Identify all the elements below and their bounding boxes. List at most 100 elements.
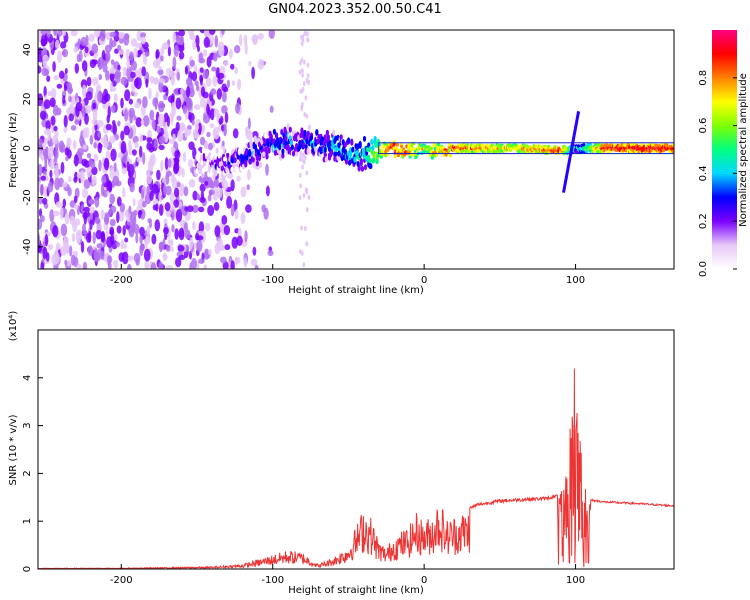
spectrogram-cell <box>167 46 171 57</box>
spectrogram-cell <box>128 205 132 214</box>
spectrogram-cell <box>298 172 302 178</box>
spectrogram-cell <box>220 256 227 264</box>
spectrogram-y-axis-label: Frequency (Hz) <box>8 112 19 188</box>
spectrogram-cell <box>130 60 137 71</box>
spectrogram-cell <box>98 159 102 172</box>
spectrogram-cell <box>306 73 310 79</box>
spectrogram-cell <box>219 148 223 155</box>
y-tick-label: 0 <box>22 566 33 572</box>
spectrogram-cell <box>326 136 330 143</box>
spectrogram-cell <box>183 186 189 197</box>
spectrogram-cell <box>199 67 204 73</box>
spectrogram-cell <box>38 30 42 43</box>
spectrogram-cell <box>375 158 379 165</box>
spectrogram-cell <box>325 129 329 136</box>
spectrogram-cell <box>343 148 347 155</box>
spectrogram-cell <box>199 183 206 192</box>
spectrogram-cell <box>221 105 228 114</box>
spectrogram-cell <box>110 148 117 162</box>
spectrogram-cell <box>114 72 121 84</box>
spectrogram-cell <box>230 260 235 269</box>
chart-title: GN04.2023.352.00.50.C41 <box>268 2 442 17</box>
spectrogram-cell <box>109 86 117 92</box>
spectrogram-cell <box>122 225 126 236</box>
spectrogram-cell <box>409 152 413 156</box>
spectrogram-cell <box>218 118 222 125</box>
spectrogram-cell <box>214 225 221 238</box>
colorbar-gradient <box>712 30 737 269</box>
spectrogram-cell <box>237 148 241 154</box>
spectrogram-cell <box>53 125 58 132</box>
spectrogram-cell <box>120 76 128 86</box>
spectrogram-cell <box>246 184 250 191</box>
spectrogram-cell <box>240 186 247 198</box>
spectrogram-cell <box>69 95 77 105</box>
colorbar-tick-label: 0.8 <box>698 70 709 86</box>
spectrogram-cell <box>303 129 307 136</box>
spectrogram-cell <box>129 111 133 124</box>
spectrogram-cell <box>151 233 157 245</box>
spectrogram-cell <box>127 255 134 262</box>
spectrogram-cell <box>122 66 127 77</box>
spectrogram-cell <box>107 262 112 269</box>
spectrogram-cell <box>191 71 198 82</box>
spectrogram-cell <box>99 30 106 42</box>
spectrogram-cell <box>360 165 364 172</box>
spectrogram-cell <box>158 261 164 269</box>
spectrogram-cell <box>302 152 305 158</box>
spectrogram-cell <box>259 161 263 168</box>
spectrogram-cell <box>188 179 196 188</box>
spectrogram-cell <box>165 87 169 97</box>
spectrogram-cell <box>303 81 306 87</box>
spectrogram-cell <box>301 86 305 92</box>
spectrogram-cell <box>214 35 219 48</box>
spectrogram-cell <box>145 78 149 88</box>
spectrogram-cell <box>332 129 336 136</box>
spectrogram-cell <box>67 87 73 94</box>
spectrogram-cell <box>306 130 310 137</box>
spectrogram-cell <box>221 91 227 103</box>
spectrogram-cell <box>214 242 220 255</box>
spectrogram-cell <box>144 260 150 269</box>
spectrogram-cell <box>64 212 70 225</box>
spectrogram-cell <box>203 36 210 48</box>
spectrogram-cell <box>227 173 234 179</box>
spectrogram-cell <box>255 160 259 167</box>
spectrogram-cell <box>194 124 199 131</box>
spectrogram-cell <box>83 179 91 190</box>
spectrogram-cell <box>45 120 51 131</box>
spectrogram-cell <box>156 125 161 134</box>
spectrogram-cell <box>85 91 93 101</box>
spectrogram-cell <box>143 248 151 262</box>
spectrogram-cell <box>234 45 241 54</box>
spectrogram-cell <box>47 181 54 193</box>
spectrogram-cell <box>79 135 85 146</box>
spectrogram-cell <box>84 113 89 125</box>
spectrogram-cell <box>52 61 56 73</box>
spectrogram-cell <box>200 86 206 97</box>
spectrogram-cell <box>130 71 136 79</box>
spectrogram-cell <box>351 146 355 153</box>
spectrogram-cell <box>176 71 180 81</box>
spectrogram-cell <box>284 135 288 142</box>
spectrogram-cell <box>134 224 140 235</box>
spectrogram-cell <box>105 102 111 108</box>
spectrogram-cell <box>199 196 206 203</box>
spectrogram-cell <box>401 155 405 159</box>
spectrogram-cell <box>49 209 55 223</box>
spectrogram-cell <box>89 134 94 145</box>
spectrogram-cell <box>171 93 175 102</box>
spectrogram-cell <box>208 189 215 196</box>
spectrogram-cell <box>205 76 212 87</box>
spectrogram-cell <box>91 43 99 54</box>
spectrogram-cell <box>74 63 80 74</box>
spectrogram-cell <box>182 105 188 114</box>
spectrogram-cell <box>272 128 276 135</box>
spectrogram-cell <box>60 245 67 256</box>
spectrogram-cell <box>54 251 60 265</box>
spectrogram-cell <box>82 223 86 235</box>
spectrogram-cell <box>306 62 310 68</box>
spectrogram-cell <box>306 147 310 154</box>
spectrogram-cell <box>135 233 139 244</box>
